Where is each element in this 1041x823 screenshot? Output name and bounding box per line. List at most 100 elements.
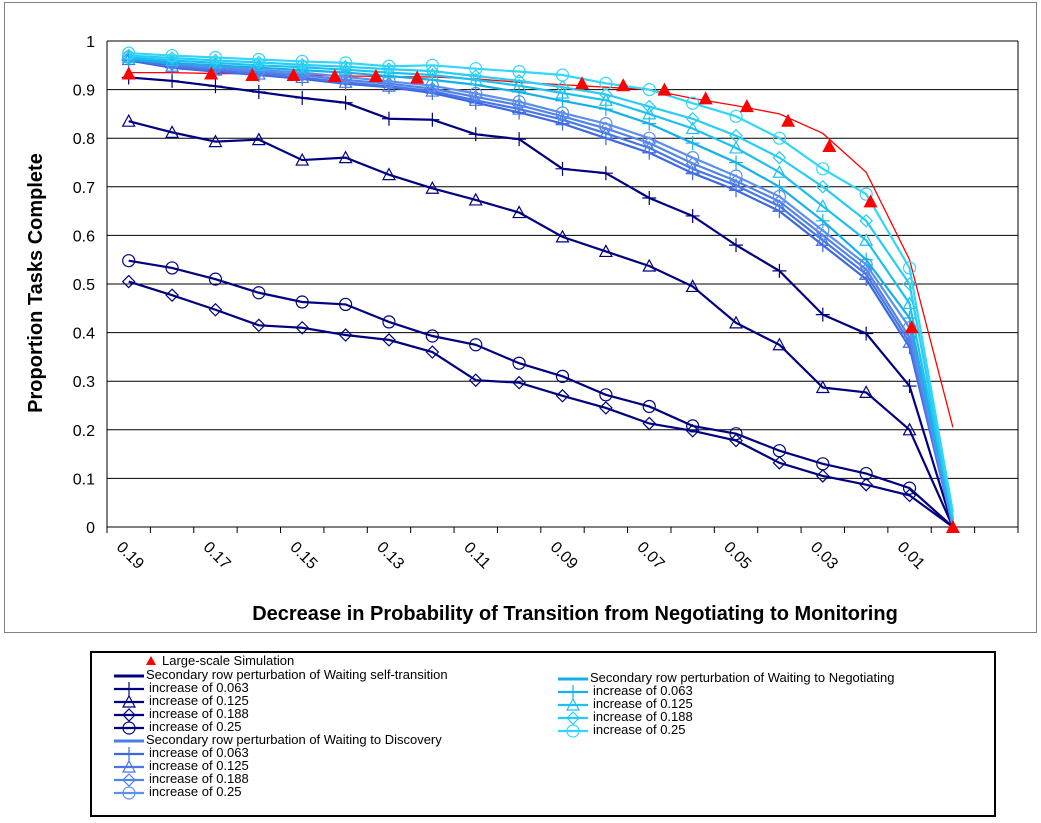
triangle-marker xyxy=(425,181,440,194)
circle-marker xyxy=(122,46,136,60)
plus-marker xyxy=(598,166,613,181)
circle-marker xyxy=(772,131,787,145)
series-line xyxy=(128,55,955,528)
legend-label: increase of 0.125 xyxy=(593,696,693,711)
series-line xyxy=(128,76,954,528)
diamond-marker xyxy=(338,328,353,342)
series-group xyxy=(121,52,955,523)
legend-swatch xyxy=(558,685,588,699)
diamond-marker xyxy=(642,416,657,431)
series-line xyxy=(128,120,954,528)
diamond-marker xyxy=(512,375,526,390)
simulation-point xyxy=(286,68,301,82)
circle-marker xyxy=(642,131,656,145)
triangle-marker xyxy=(338,150,353,164)
triangle-marker xyxy=(729,178,744,191)
circle-marker xyxy=(295,295,309,309)
diamond-marker xyxy=(815,469,830,483)
triangle-marker xyxy=(512,205,527,219)
circle-marker xyxy=(382,59,396,73)
legend-label: Secondary row perturbation of Waiting se… xyxy=(146,667,448,682)
x-tick-label: 0.15 xyxy=(286,539,320,573)
diamond-marker xyxy=(122,773,136,787)
circle-marker xyxy=(252,52,266,67)
plus-marker xyxy=(598,102,613,117)
triangle-marker xyxy=(165,53,180,67)
series-group xyxy=(121,50,955,520)
circle-marker xyxy=(122,254,136,268)
triangle-marker xyxy=(251,132,266,146)
triangle-marker xyxy=(729,315,744,329)
y-tick-label: 0.9 xyxy=(73,83,95,100)
circle-marker xyxy=(555,68,570,82)
triangle-marker xyxy=(251,66,266,80)
legend-swatch xyxy=(114,759,144,773)
simulation-point xyxy=(698,91,713,105)
legend-swatch xyxy=(114,674,144,678)
diamond-marker xyxy=(859,477,874,492)
circle-marker xyxy=(122,721,136,735)
plus-marker xyxy=(902,379,917,394)
legend-label: increase of 0.063 xyxy=(593,683,693,698)
diamond-marker xyxy=(599,121,613,136)
plus-marker xyxy=(468,127,483,142)
series-line xyxy=(128,54,955,518)
series-group xyxy=(121,113,954,528)
triangle-marker xyxy=(512,78,527,92)
series-group xyxy=(121,274,954,528)
x-tick-label: 0.07 xyxy=(633,539,667,573)
plus-marker xyxy=(729,238,744,253)
legend-label: Large-scale Simulation xyxy=(162,653,295,668)
plus-marker xyxy=(685,208,700,223)
legend-swatch xyxy=(114,708,144,722)
diamond-marker xyxy=(599,401,613,415)
plus-marker xyxy=(295,90,310,105)
triangle-marker xyxy=(772,198,787,212)
triangle-marker xyxy=(165,125,180,138)
triangle-marker xyxy=(685,161,700,175)
plus-marker xyxy=(251,85,266,100)
triangle-marker xyxy=(859,385,874,398)
diamond-marker xyxy=(295,320,310,335)
y-tick-label: 0.7 xyxy=(73,180,95,197)
simulation-point xyxy=(245,68,260,82)
triangle-marker xyxy=(685,121,700,135)
y-tick-label: 0.4 xyxy=(73,326,95,343)
legend-swatch xyxy=(114,682,144,696)
circle-marker xyxy=(859,187,873,201)
plus-marker xyxy=(566,685,580,699)
circle-marker xyxy=(729,169,743,183)
x-tick-label: 0.17 xyxy=(200,539,234,573)
simulation-point xyxy=(204,66,219,80)
simulation-point xyxy=(410,70,425,84)
legend-label: increase of 0.063 xyxy=(149,745,249,760)
gridlines xyxy=(106,40,1019,533)
triangle-marker xyxy=(642,140,657,154)
triangle-marker xyxy=(121,50,136,64)
x-tick-label: 0.05 xyxy=(720,539,754,573)
plus-marker xyxy=(685,136,700,151)
circle-marker xyxy=(599,388,613,402)
circle-marker xyxy=(122,786,136,800)
triangle-marker xyxy=(772,164,787,178)
series-line xyxy=(128,280,954,528)
circle-marker xyxy=(338,56,353,70)
chart-frame xyxy=(4,2,1037,633)
circle-marker xyxy=(555,369,570,383)
plus-marker xyxy=(512,132,527,147)
triangle-marker xyxy=(642,106,657,120)
diamond-marker xyxy=(512,74,526,88)
plus-marker xyxy=(555,93,570,108)
triangle-marker xyxy=(468,192,483,206)
triangle-marker xyxy=(859,233,874,246)
diamond-marker xyxy=(338,59,353,74)
triangle-marker xyxy=(555,229,570,243)
simulation-point xyxy=(904,320,919,334)
circle-marker xyxy=(686,419,700,433)
series-line xyxy=(128,52,955,513)
circle-marker xyxy=(816,457,830,471)
simulation-point xyxy=(121,66,136,80)
legend-swatch xyxy=(114,739,144,743)
diamond-marker xyxy=(208,302,223,317)
diamond-marker xyxy=(468,373,483,388)
